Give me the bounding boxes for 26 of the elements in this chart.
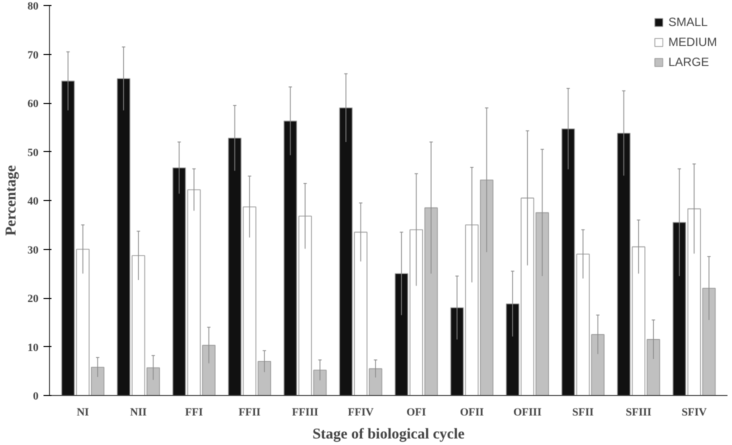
x-tick-label: OFII: [460, 406, 484, 418]
y-tick-label: 0: [33, 390, 39, 402]
x-tick-label: NII: [130, 406, 147, 418]
x-tick-label: SFIII: [626, 406, 652, 418]
x-tick-label: SFII: [572, 406, 594, 418]
x-tick-label: OFIII: [513, 406, 542, 418]
x-tick-label: FFI: [185, 406, 203, 418]
legend-label: LARGE: [668, 55, 710, 69]
y-axis-title: Percentage: [4, 164, 20, 236]
x-tick-label: SFIV: [682, 406, 707, 418]
y-tick-label: 10: [28, 342, 39, 354]
x-tick-label: FFIII: [292, 406, 318, 418]
x-tick-label: FFIV: [348, 406, 374, 418]
x-tick-label: NI: [76, 406, 89, 418]
y-tick-label: 20: [28, 293, 39, 305]
y-tick-label: 50: [28, 146, 39, 159]
x-axis-title: Stage of biological cycle: [312, 426, 465, 442]
x-tick-label: OFI: [406, 406, 426, 418]
y-tick-label: 40: [28, 196, 39, 208]
y-tick-label: 60: [28, 98, 39, 110]
y-tick-label: 70: [28, 49, 39, 62]
x-tick-label: FFII: [238, 406, 261, 418]
y-tick-label: 80: [28, 0, 39, 12]
y-tick-label: 30: [28, 244, 39, 256]
legend-label: MEDIUM: [668, 35, 717, 49]
legend-label: SMALL: [668, 15, 708, 29]
